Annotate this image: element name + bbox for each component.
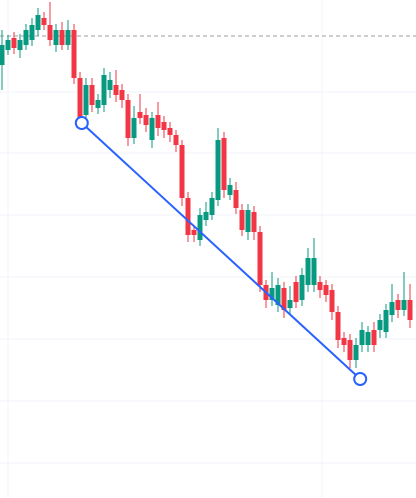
candle-body <box>53 30 59 45</box>
candle-body <box>77 78 83 118</box>
candle-body <box>5 40 11 50</box>
candle-body <box>143 115 149 125</box>
candle-body <box>353 345 359 360</box>
candle-body <box>209 198 215 215</box>
candle-body <box>317 282 323 290</box>
candle-body <box>323 285 329 295</box>
candle-body <box>17 40 23 50</box>
candle-body <box>185 198 191 235</box>
candle-body <box>251 212 257 232</box>
candle-body <box>29 25 35 40</box>
candle-body <box>155 115 161 128</box>
candle-body <box>89 85 95 105</box>
candle-body <box>203 212 209 220</box>
candle-body <box>401 300 407 310</box>
candle-body <box>65 30 71 45</box>
candle-body <box>293 282 299 302</box>
candle-body <box>107 80 113 90</box>
candle-body <box>233 190 239 208</box>
candle-body <box>95 100 101 108</box>
candle-body <box>35 15 41 30</box>
candle-body <box>395 300 401 310</box>
candle-body <box>341 338 347 345</box>
candle-body <box>287 300 293 308</box>
candle-body <box>269 288 275 300</box>
candle-body <box>347 340 353 360</box>
candle-body <box>365 332 371 345</box>
candle-body <box>335 312 341 340</box>
candle-body <box>131 118 137 138</box>
candle-body <box>167 128 173 135</box>
candle-body <box>113 85 119 95</box>
candle-body <box>41 18 47 25</box>
candle-body <box>23 30 29 45</box>
candle-body <box>227 185 233 195</box>
candle-body <box>71 30 77 78</box>
candle-body <box>359 330 365 345</box>
candle-body <box>371 330 377 345</box>
candle-body <box>101 75 107 105</box>
candle-body <box>137 112 143 118</box>
candle-body <box>215 140 221 200</box>
candle-body <box>407 300 413 320</box>
candle-body <box>281 288 287 310</box>
candle-body <box>47 25 53 40</box>
candle-body <box>173 135 179 145</box>
candle-body <box>329 290 335 312</box>
candle-body <box>179 145 185 198</box>
candle-body <box>389 302 395 315</box>
candle-body <box>239 210 245 230</box>
candle-body <box>311 258 317 285</box>
candle-body <box>377 320 383 330</box>
trend-handle <box>74 116 89 130</box>
candle-body <box>305 258 311 285</box>
candle-body <box>257 232 263 285</box>
candle-body <box>275 285 281 305</box>
candle-body <box>299 275 305 300</box>
candle-body <box>119 90 125 100</box>
candle-body <box>149 118 155 140</box>
candle-body <box>125 100 131 138</box>
candle-body <box>191 230 197 235</box>
trend-line <box>81 122 361 380</box>
candle-body <box>197 215 203 240</box>
candle-body <box>83 85 89 115</box>
candle-body <box>161 122 167 130</box>
candle-body <box>221 138 227 190</box>
candle-body <box>59 30 65 45</box>
candle-body <box>245 210 251 232</box>
trend-handle <box>353 372 368 386</box>
candle-body <box>383 310 389 332</box>
candle-body <box>0 45 5 65</box>
candle-body <box>11 38 17 48</box>
